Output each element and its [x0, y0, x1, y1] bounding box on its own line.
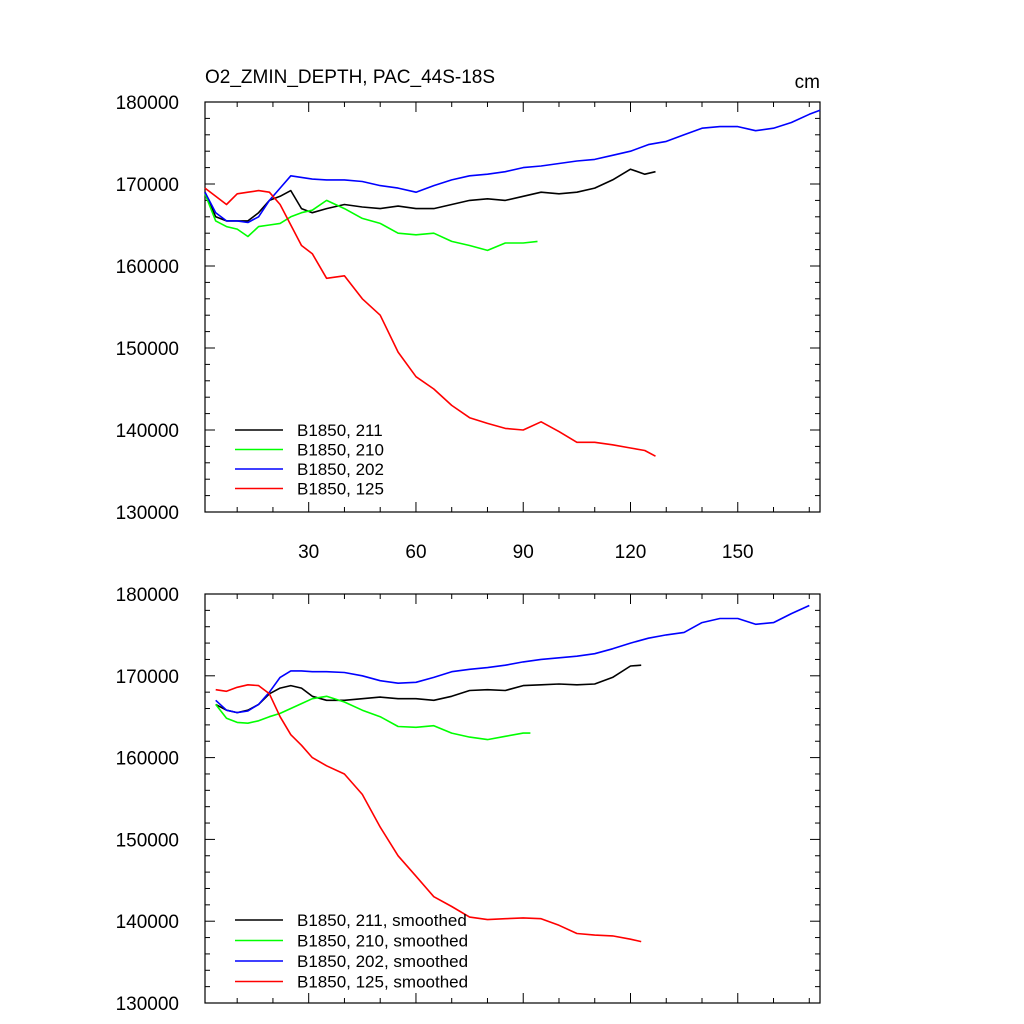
x-tick-label: 120	[615, 542, 647, 563]
y-tick-label: 130000	[116, 994, 179, 1015]
x-tick-label: 60	[405, 542, 426, 563]
y-tick-label: 140000	[116, 421, 179, 442]
x-tick-label: 30	[298, 542, 319, 563]
units-label: cm	[795, 72, 820, 93]
y-tick-label: 160000	[116, 749, 179, 770]
y-tick-label: 130000	[116, 503, 179, 524]
legend-label: B1850, 202, smoothed	[297, 952, 468, 971]
series-line-0	[204, 168, 656, 222]
series-line-2	[204, 109, 821, 224]
series-line-3	[204, 187, 656, 457]
series-line-1	[215, 695, 531, 741]
y-tick-label: 170000	[116, 667, 179, 688]
series-line-2	[215, 604, 810, 714]
legend-label: B1850, 210, smoothed	[297, 932, 468, 951]
x-tick-label: 90	[513, 542, 534, 563]
series-line-0	[215, 664, 642, 714]
y-tick-label: 170000	[116, 175, 179, 196]
x-tick-label: 150	[722, 542, 754, 563]
bottom-panel: 130000 140000 150000 160000 170000 180000 B185…	[116, 585, 821, 1015]
legend-label: B1850, 211, smoothed	[297, 911, 467, 930]
top-panel: 130000 140000 150000 160000 170000 180000 30 60…	[116, 67, 821, 563]
plot-frame	[204, 101, 821, 513]
legend-label: B1850, 211	[297, 421, 383, 440]
legend-label: B1850, 210	[297, 441, 384, 460]
y-tick-label: 150000	[116, 339, 179, 360]
series-line-1	[204, 193, 538, 252]
legend-label: B1850, 125	[297, 480, 384, 499]
plot-frame	[204, 593, 821, 1004]
y-tick-label: 150000	[116, 830, 179, 851]
y-tick-label: 140000	[116, 912, 179, 933]
legend-label: B1850, 202	[297, 460, 384, 479]
y-tick-label: 180000	[116, 93, 179, 114]
legend-label: B1850, 125, smoothed	[297, 973, 468, 992]
series-line-3	[215, 683, 642, 943]
y-tick-label: 160000	[116, 257, 179, 278]
y-tick-label: 180000	[116, 585, 179, 606]
chart-title: O2_ZMIN_DEPTH, PAC_44S-18S	[205, 67, 495, 88]
